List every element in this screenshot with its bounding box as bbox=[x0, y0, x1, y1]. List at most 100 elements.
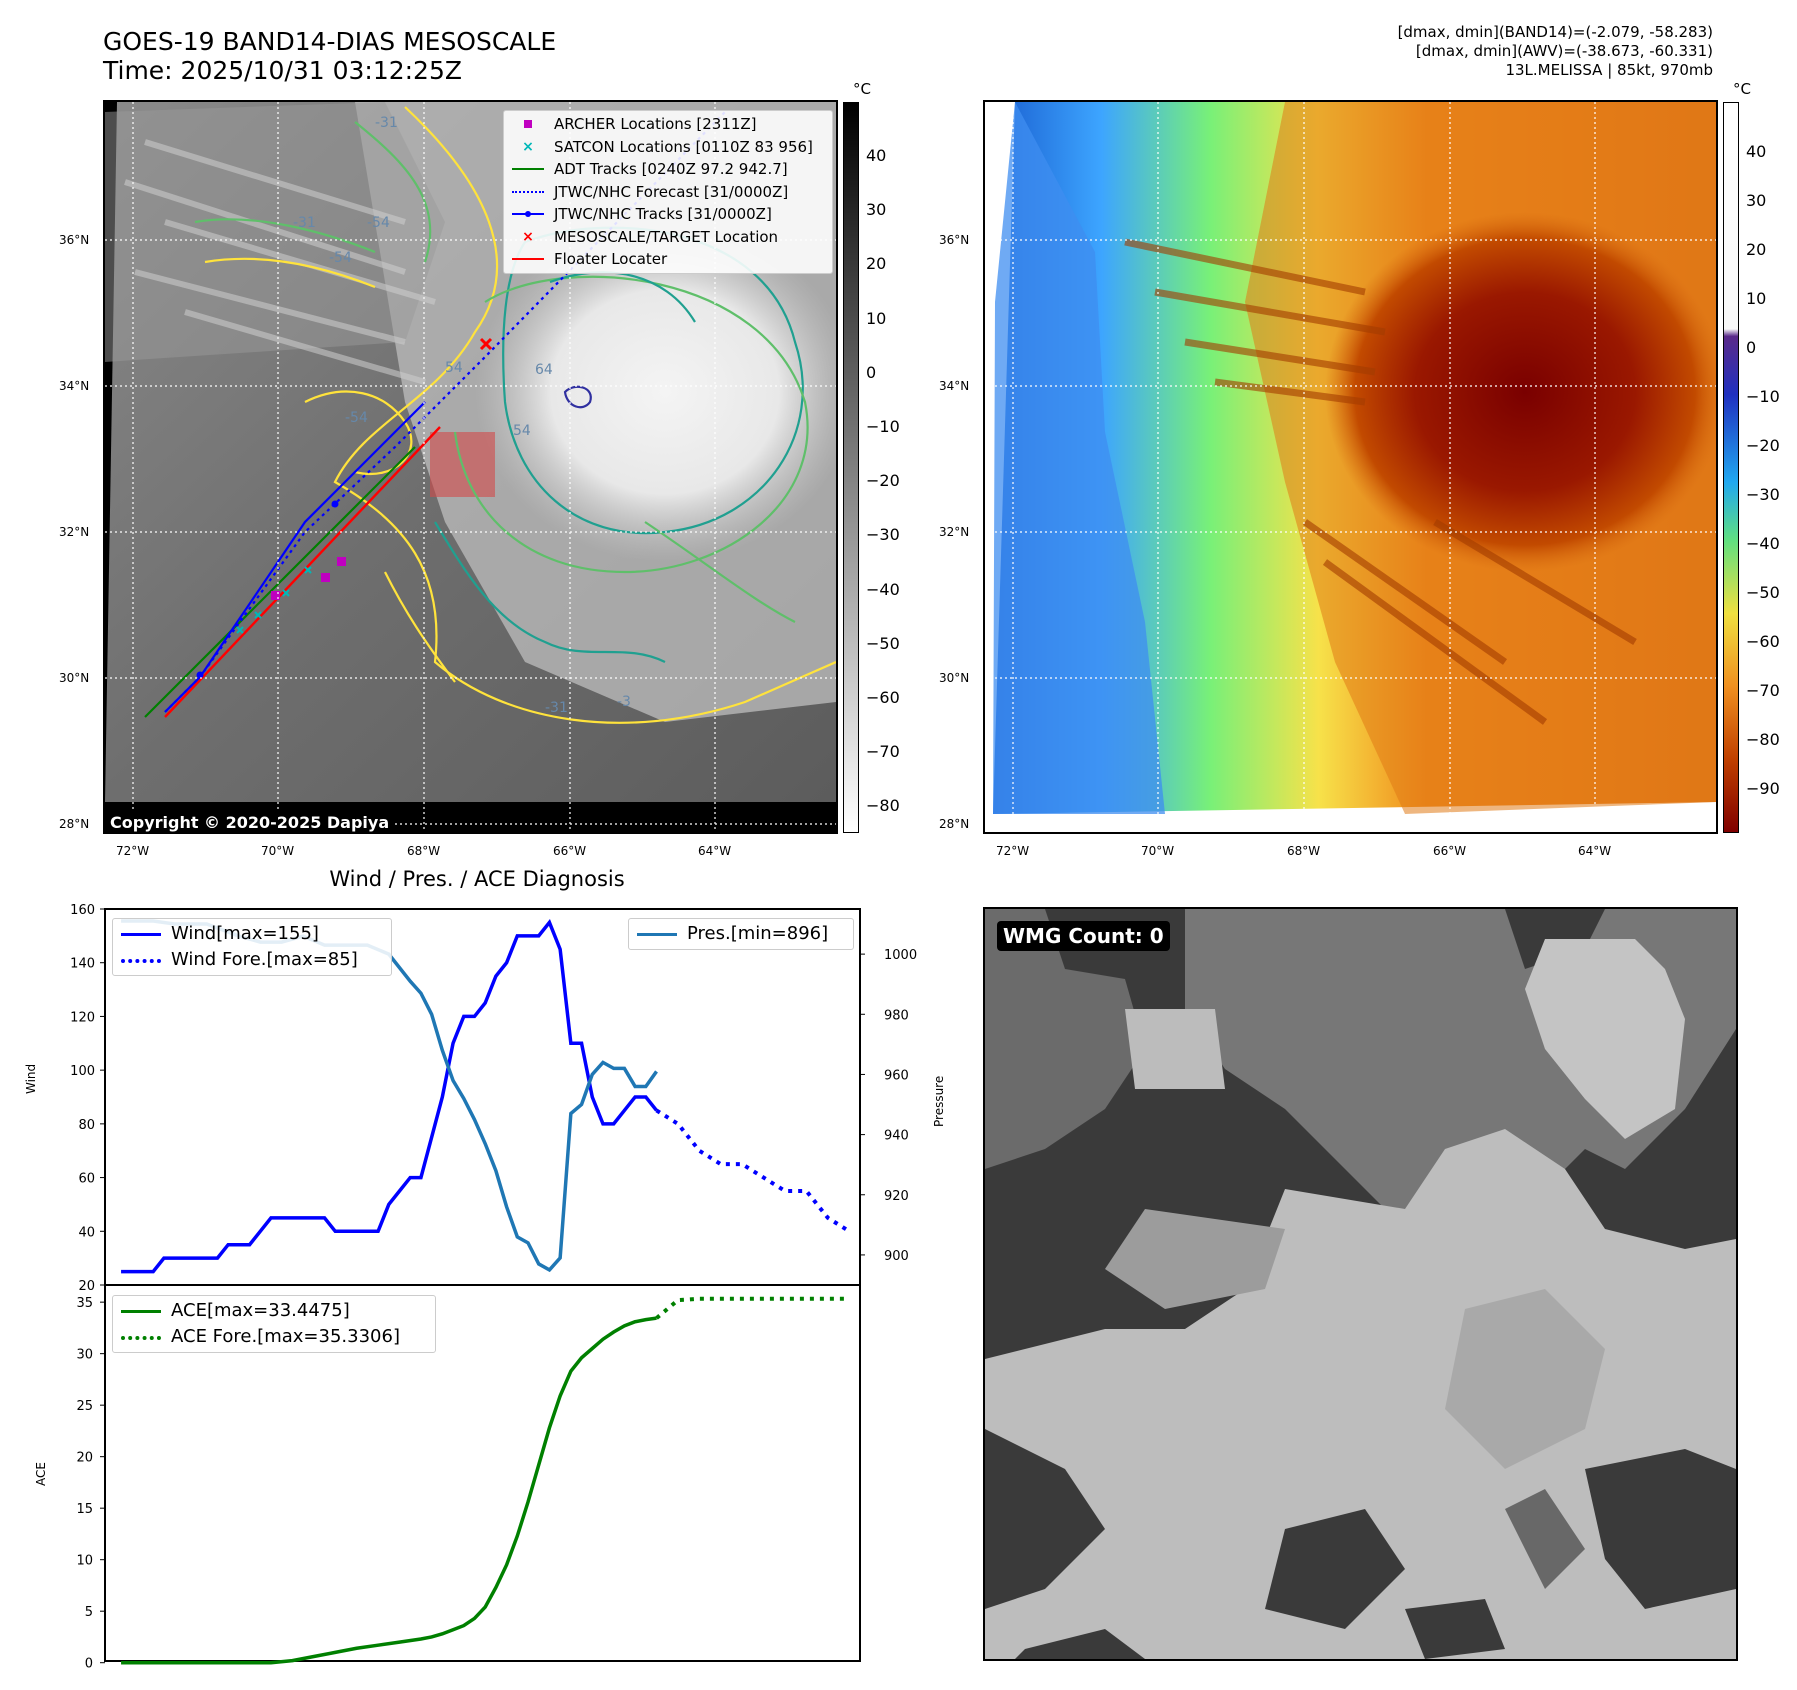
ir-colorbar-tick: −40 bbox=[866, 579, 900, 599]
ace-tick-label: 10 bbox=[76, 1554, 93, 1569]
series-ace bbox=[121, 1316, 657, 1665]
ir-colorbar-tick: −50 bbox=[866, 633, 900, 653]
storm-info: 13L.MELISSA | 85kt, 970mb bbox=[1505, 61, 1713, 79]
wv-lon-label: 66°W bbox=[1433, 844, 1467, 858]
band14-range: [dmax, dmin](BAND14)=(-2.079, -58.283) bbox=[1397, 23, 1713, 41]
ace-tick-label: 0 bbox=[85, 1657, 93, 1672]
wind-legend: Wind[max=155] Wind Fore.[max=85] bbox=[112, 918, 392, 976]
wind-tick-label: 80 bbox=[78, 1118, 95, 1133]
pressure-legend: Pres.[min=896] bbox=[628, 918, 854, 950]
wv-colorbar-tick: −20 bbox=[1746, 436, 1780, 455]
wv-lon-label: 72°W bbox=[996, 844, 1030, 858]
ace-tick-label: 5 bbox=[85, 1605, 93, 1620]
wv-colorbar-tick: −90 bbox=[1746, 779, 1780, 798]
ir-colorbar-tick: 20 bbox=[866, 254, 887, 274]
pressure-tick-label: 900 bbox=[884, 1249, 909, 1264]
svg-text:54: 54 bbox=[513, 423, 531, 439]
ir-satellite-panel: -31 -31 -54 -54 -54 54 64 54 -31 -3 ARCHER Loca… bbox=[103, 100, 838, 834]
ir-lon-label: 70°W bbox=[261, 844, 295, 858]
wind-tick-label: 160 bbox=[70, 903, 95, 918]
wind-tick-label: 40 bbox=[78, 1225, 95, 1240]
pressure-tick-label: 960 bbox=[884, 1068, 909, 1083]
pressure-tick-label: 980 bbox=[884, 1008, 909, 1023]
svg-text:-31: -31 bbox=[293, 215, 316, 231]
ace-tick-label: 20 bbox=[76, 1451, 93, 1466]
legend-wind: Wind[max=155] bbox=[171, 923, 319, 944]
svg-text:-54: -54 bbox=[329, 250, 352, 266]
wv-lat-label: 30°N bbox=[939, 671, 970, 685]
pressure-axis-label: Pressure bbox=[932, 1075, 946, 1127]
wv-lat-label: 36°N bbox=[939, 233, 970, 247]
wv-lat-label: 32°N bbox=[939, 525, 970, 539]
ir-colorbar-tick: −80 bbox=[866, 796, 900, 816]
wv-colorbar-tick: 10 bbox=[1746, 289, 1767, 308]
wv-colorbar-tick: −10 bbox=[1746, 387, 1780, 406]
ir-lat-label: 28°N bbox=[59, 817, 90, 831]
wv-colorbar-tick: −60 bbox=[1746, 632, 1780, 651]
ace-axis-label: ACE bbox=[34, 1462, 48, 1486]
svg-text:-54: -54 bbox=[367, 215, 390, 231]
legend-satcon: × SATCON Locations [0110Z 83 956] bbox=[522, 137, 813, 156]
legend-adt: ADT Tracks [0240Z 97.2 942.7] bbox=[510, 158, 826, 181]
ace-tick-label: 30 bbox=[76, 1348, 93, 1363]
wv-lat-label: 28°N bbox=[939, 817, 970, 831]
ir-colorbar-tick: −20 bbox=[866, 471, 900, 491]
ir-colorbar bbox=[843, 102, 859, 833]
ir-colorbar-tick: −70 bbox=[866, 742, 900, 762]
wmg-image bbox=[985, 909, 1736, 1659]
legend-ace: ACE[max=33.4475] bbox=[171, 1300, 350, 1321]
ir-lon-label: 72°W bbox=[116, 844, 150, 858]
ace-legend: ACE[max=33.4475] ACE Fore.[max=35.3306] bbox=[112, 1295, 436, 1353]
wv-colorbar-unit: °C bbox=[1733, 80, 1751, 98]
wv-colorbar-tick: −40 bbox=[1746, 534, 1780, 553]
ir-lat-label: 30°N bbox=[59, 671, 90, 685]
ir-colorbar-tick: 40 bbox=[866, 146, 887, 165]
legend-ace-forecast: ACE Fore.[max=35.3306] bbox=[171, 1326, 400, 1347]
ir-colorbar-tick: −30 bbox=[866, 525, 900, 545]
ace-plot-frame bbox=[104, 1284, 861, 1662]
ace-tick-label: 15 bbox=[76, 1502, 93, 1517]
pressure-tick-label: 920 bbox=[884, 1189, 909, 1204]
ace-tick-label: 35 bbox=[76, 1296, 93, 1311]
ir-colorbar-unit: °C bbox=[853, 80, 871, 98]
copyright-badge: Copyright © 2020-2025 Dapiya bbox=[105, 812, 395, 832]
ir-lat-label: 34°N bbox=[59, 379, 90, 393]
ir-colorbar-tick: −10 bbox=[866, 417, 900, 436]
svg-text:-31: -31 bbox=[375, 115, 398, 131]
legend-tracks: JTWC/NHC Tracks [31/0000Z] bbox=[510, 203, 826, 226]
ir-colorbar-tick: −60 bbox=[866, 688, 900, 707]
wv-colorbar-tick: −80 bbox=[1746, 730, 1780, 749]
svg-text:64: 64 bbox=[535, 362, 553, 378]
awv-range: [dmax, dmin](AWV)=(-38.673, -60.331) bbox=[1415, 42, 1713, 60]
wind-axis-label: Wind bbox=[24, 1063, 38, 1094]
ir-colorbar-tick: 10 bbox=[866, 308, 887, 328]
pressure-tick-label: 1000 bbox=[884, 948, 917, 963]
ir-lon-label: 64°W bbox=[698, 844, 732, 858]
series-ace-forecast bbox=[655, 1296, 850, 1320]
wv-colorbar-tick: −50 bbox=[1746, 583, 1780, 602]
wv-colorbar-tick: 20 bbox=[1746, 240, 1767, 259]
legend-forecast: JTWC/NHC Forecast [31/0000Z] bbox=[510, 181, 826, 204]
wind-tick-label: 120 bbox=[70, 1010, 95, 1025]
wv-colorbar-tick: 30 bbox=[1746, 191, 1767, 210]
series-wind bbox=[121, 918, 658, 1274]
wv-satellite-panel bbox=[983, 100, 1718, 834]
ir-lat-label: 36°N bbox=[59, 233, 90, 247]
svg-text:54: 54 bbox=[445, 360, 463, 376]
wmg-count-badge: WMG Count: 0 bbox=[997, 921, 1170, 951]
wv-colorbar bbox=[1723, 102, 1739, 833]
wind-tick-label: 140 bbox=[70, 957, 95, 972]
legend-floater: Floater Locater bbox=[510, 248, 826, 271]
wv-colorbar-tick: −70 bbox=[1746, 681, 1780, 700]
series-wind-forecast bbox=[655, 1108, 851, 1233]
wv-colorbar-tick: 0 bbox=[1746, 338, 1757, 357]
legend-pressure: Pres.[min=896] bbox=[687, 923, 829, 944]
figure-title: GOES-19 BAND14-DIAS MESOSCALE bbox=[103, 27, 557, 56]
wind-tick-label: 20 bbox=[78, 1279, 95, 1294]
ir-colorbar-tick: 0 bbox=[866, 362, 877, 382]
svg-text:-31: -31 bbox=[545, 700, 568, 716]
svg-text:-3: -3 bbox=[617, 694, 631, 710]
pressure-tick-label: 940 bbox=[884, 1129, 909, 1144]
wv-colorbar-tick: 40 bbox=[1746, 142, 1767, 161]
